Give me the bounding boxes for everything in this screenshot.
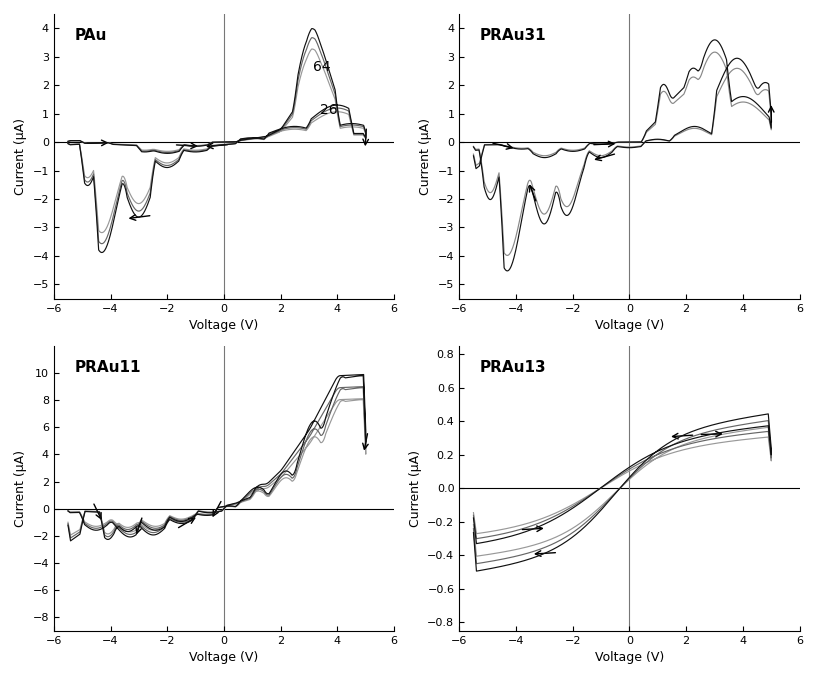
Text: 64: 64: [313, 60, 331, 74]
Y-axis label: Current (μA): Current (μA): [14, 118, 27, 195]
Y-axis label: Current (μA): Current (μA): [14, 450, 27, 527]
Y-axis label: Current (μA): Current (μA): [408, 450, 422, 527]
Text: PRAu11: PRAu11: [74, 360, 141, 375]
X-axis label: Voltage (V): Voltage (V): [190, 651, 259, 664]
X-axis label: Voltage (V): Voltage (V): [190, 319, 259, 332]
X-axis label: Voltage (V): Voltage (V): [595, 319, 664, 332]
Text: PRAu13: PRAu13: [480, 360, 547, 375]
Text: 26: 26: [320, 102, 338, 117]
X-axis label: Voltage (V): Voltage (V): [595, 651, 664, 664]
Text: PRAu31: PRAu31: [480, 28, 547, 43]
Y-axis label: Current (μA): Current (μA): [419, 118, 432, 195]
Text: PAu: PAu: [74, 28, 106, 43]
